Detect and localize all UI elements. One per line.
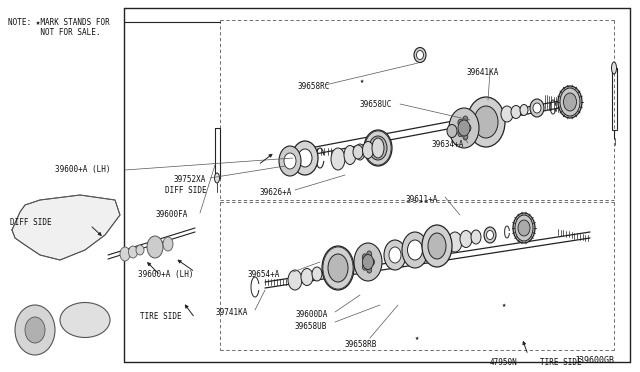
Ellipse shape	[384, 240, 406, 270]
Ellipse shape	[60, 302, 110, 337]
Ellipse shape	[611, 62, 616, 74]
Ellipse shape	[129, 246, 138, 258]
Text: 39600+A (LH): 39600+A (LH)	[138, 270, 193, 279]
Text: 39600FA: 39600FA	[155, 210, 188, 219]
Text: 39658RC: 39658RC	[298, 82, 330, 91]
Ellipse shape	[402, 232, 428, 268]
Ellipse shape	[367, 266, 372, 273]
Polygon shape	[12, 195, 120, 260]
Ellipse shape	[558, 86, 582, 118]
Text: 39658RB: 39658RB	[345, 340, 378, 349]
Ellipse shape	[428, 233, 446, 259]
Ellipse shape	[369, 136, 387, 160]
Text: 39641KA: 39641KA	[467, 68, 499, 77]
Ellipse shape	[466, 125, 471, 131]
Ellipse shape	[298, 149, 312, 167]
Text: 39741KA: 39741KA	[215, 308, 248, 317]
Text: 39654+A: 39654+A	[248, 270, 280, 279]
Ellipse shape	[448, 232, 462, 252]
Ellipse shape	[408, 240, 422, 260]
Ellipse shape	[414, 48, 426, 62]
Text: 39658UC: 39658UC	[360, 100, 392, 109]
Ellipse shape	[471, 230, 481, 244]
Ellipse shape	[463, 133, 468, 140]
Ellipse shape	[458, 120, 470, 136]
Ellipse shape	[331, 148, 345, 170]
Text: TIRE SIDE: TIRE SIDE	[140, 312, 182, 321]
Ellipse shape	[367, 251, 372, 258]
Text: 39626+A: 39626+A	[260, 188, 292, 197]
Ellipse shape	[322, 246, 354, 290]
Ellipse shape	[501, 106, 513, 122]
Text: J39600GB: J39600GB	[575, 356, 615, 365]
Ellipse shape	[25, 317, 45, 343]
Ellipse shape	[458, 119, 463, 126]
Ellipse shape	[362, 254, 374, 269]
Text: 39752XA: 39752XA	[173, 175, 205, 184]
Ellipse shape	[136, 245, 144, 255]
Text: TIRE SIDE: TIRE SIDE	[540, 358, 582, 367]
Ellipse shape	[120, 247, 130, 261]
Ellipse shape	[449, 108, 479, 148]
Ellipse shape	[288, 270, 302, 290]
Ellipse shape	[422, 225, 452, 267]
Ellipse shape	[530, 99, 544, 117]
Ellipse shape	[533, 103, 541, 113]
Ellipse shape	[369, 259, 374, 266]
Ellipse shape	[458, 130, 463, 137]
Ellipse shape	[214, 173, 220, 183]
Ellipse shape	[301, 269, 313, 285]
Ellipse shape	[511, 106, 521, 119]
Ellipse shape	[353, 145, 363, 159]
Text: NOT FOR SALE.: NOT FOR SALE.	[8, 28, 100, 37]
Text: DIFF SIDE: DIFF SIDE	[10, 218, 52, 227]
Text: 39658UB: 39658UB	[295, 322, 328, 331]
Ellipse shape	[292, 141, 318, 175]
Text: ★: ★	[502, 302, 506, 308]
Text: ★: ★	[360, 78, 364, 84]
Ellipse shape	[518, 220, 530, 236]
Ellipse shape	[284, 153, 296, 169]
Ellipse shape	[354, 243, 382, 281]
Ellipse shape	[474, 106, 498, 138]
Ellipse shape	[467, 97, 505, 147]
Ellipse shape	[279, 146, 301, 176]
Text: DIFF SIDE: DIFF SIDE	[165, 186, 207, 195]
Ellipse shape	[355, 144, 365, 160]
Ellipse shape	[15, 305, 55, 355]
Text: 39634+A: 39634+A	[432, 140, 465, 149]
Text: NOTE: ★MARK STANDS FOR: NOTE: ★MARK STANDS FOR	[8, 18, 109, 27]
Text: 39600+A (LH): 39600+A (LH)	[55, 165, 111, 174]
Ellipse shape	[362, 141, 374, 158]
Text: 39611+A: 39611+A	[406, 195, 438, 204]
Ellipse shape	[163, 237, 173, 251]
Ellipse shape	[484, 227, 496, 243]
Ellipse shape	[389, 247, 401, 263]
Ellipse shape	[520, 105, 528, 115]
Ellipse shape	[513, 213, 535, 243]
Ellipse shape	[344, 145, 356, 164]
Text: 39600DA: 39600DA	[296, 310, 328, 319]
Ellipse shape	[147, 236, 163, 258]
Ellipse shape	[417, 51, 424, 60]
Ellipse shape	[328, 254, 348, 282]
Ellipse shape	[447, 125, 457, 138]
Ellipse shape	[372, 138, 384, 158]
Ellipse shape	[563, 93, 577, 111]
Text: ★: ★	[415, 335, 419, 341]
Ellipse shape	[364, 130, 392, 166]
Ellipse shape	[486, 231, 493, 240]
Ellipse shape	[362, 263, 367, 270]
Ellipse shape	[362, 254, 367, 261]
Ellipse shape	[312, 267, 322, 281]
Text: 47950N: 47950N	[490, 358, 518, 367]
Ellipse shape	[463, 116, 468, 123]
Ellipse shape	[460, 231, 472, 247]
